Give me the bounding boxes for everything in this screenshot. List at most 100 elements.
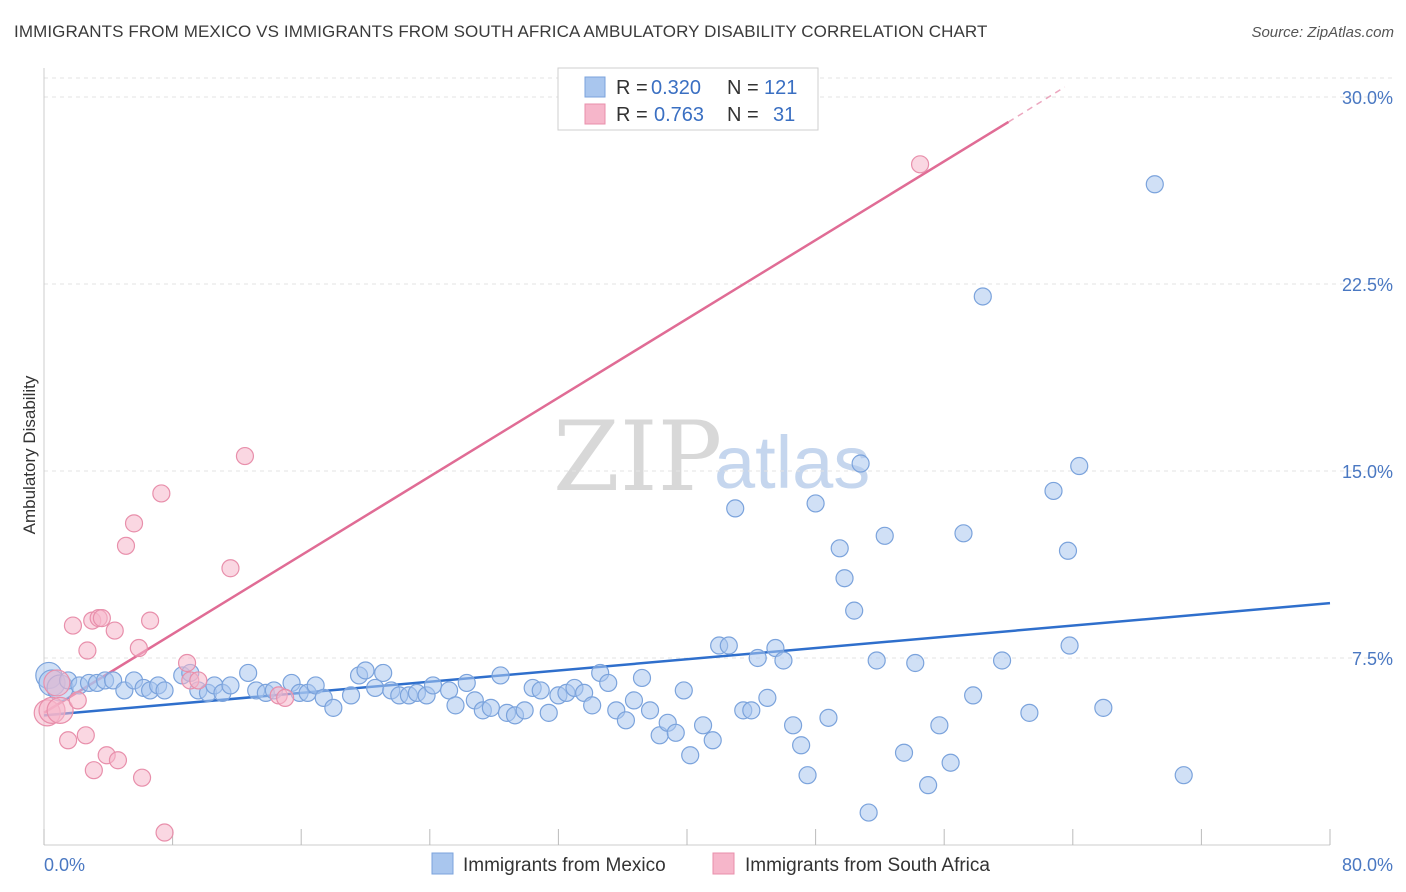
legend-swatch-mexico: [584, 76, 606, 98]
watermark-atlas: atlas: [714, 421, 870, 504]
legend-r-label-south-africa: R =: [616, 104, 648, 126]
mexico-point-55: [539, 703, 558, 722]
mexico-point-92: [851, 454, 870, 473]
mexico-point-64: [616, 711, 636, 730]
south-africa-point-10: [84, 761, 103, 780]
mexico-point-60: [583, 696, 602, 715]
mexico-point-90: [835, 569, 854, 588]
mexico-point-43: [439, 681, 459, 700]
south-africa-point-17: [124, 514, 144, 533]
mexico-point-97: [906, 653, 925, 673]
mexico-point-98: [919, 776, 938, 795]
mexico-point-111: [1145, 175, 1164, 194]
south-africa-point-21: [152, 484, 171, 503]
mexico-point-109: [1070, 456, 1089, 476]
mexico-point-66: [632, 668, 652, 688]
x-tick-labels: 0.0% 80.0%: [44, 855, 1393, 875]
gridlines: [44, 77, 1393, 659]
legend-r-value-south-africa: 0.763: [654, 104, 704, 126]
mexico-point-70: [666, 723, 685, 742]
legend-n-label-mexico: N =: [727, 77, 759, 99]
mexico-point-94: [867, 651, 886, 670]
mexico-point-44: [446, 696, 465, 715]
south-africa-point-18: [129, 638, 148, 658]
y-tick-labels: 7.5% 15.0% 22.5% 30.0%: [1342, 88, 1393, 669]
south-africa-point-25: [189, 671, 208, 690]
mexico-point-112: [1174, 766, 1193, 785]
mexico-point-14: [155, 681, 174, 700]
series-legend: Immigrants from Mexico Immigrants from S…: [431, 852, 990, 876]
bottom-legend-swatch-south-africa: [712, 852, 735, 875]
mexico-point-34: [356, 661, 375, 680]
trend-line-south-africa: [43, 120, 1010, 714]
south-africa-point-16: [116, 536, 136, 555]
correlation-legend: R = 0.320 N = 121 R = 0.763 N = 31: [557, 67, 819, 131]
y-tick-label-1: 15.0%: [1342, 462, 1393, 482]
mexico-point-54: [531, 681, 550, 700]
chart-title: IMMIGRANTS FROM MEXICO VS IMMIGRANTS FRO…: [14, 22, 988, 41]
mexico-point-21: [221, 676, 240, 695]
mexico-point-107: [1058, 541, 1078, 560]
mexico-point-49: [491, 666, 510, 685]
mexico-point-106: [1044, 481, 1063, 501]
south-africa-point-12: [92, 609, 111, 628]
south-africa-point-7: [76, 726, 95, 745]
x-tick-label-1: 80.0%: [1342, 855, 1393, 875]
south-africa-point-23: [177, 653, 197, 673]
series-south-africa-points: [33, 155, 930, 842]
mexico-point-88: [819, 708, 838, 727]
mexico-point-93: [859, 803, 878, 822]
bottom-legend-label-south-africa: Immigrants from South Africa: [745, 855, 990, 876]
mexico-point-36: [374, 663, 393, 683]
legend-swatch-south-africa: [584, 103, 606, 125]
legend-r-label-mexico: R =: [616, 77, 648, 99]
x-tick-label-0: 0.0%: [44, 855, 85, 875]
mexico-point-91: [845, 601, 864, 620]
south-africa-point-8: [78, 641, 97, 660]
south-africa-point-29: [276, 688, 295, 707]
watermark-zip: ZIP: [553, 401, 722, 513]
south-africa-point-27: [235, 446, 255, 466]
south-africa-point-6: [68, 691, 87, 710]
legend-n-label-south-africa: N =: [727, 104, 759, 126]
south-africa-point-22: [155, 823, 174, 842]
bottom-legend-swatch-mexico: [431, 852, 454, 875]
mexico-point-80: [748, 648, 767, 668]
mexico-point-42: [423, 676, 443, 695]
mexico-point-89: [830, 539, 849, 558]
axes: [43, 68, 1331, 846]
south-africa-point-15: [108, 751, 128, 770]
legend-n-value-mexico: 121: [764, 77, 797, 99]
south-africa-point-2: [43, 669, 71, 697]
mexico-point-35: [366, 678, 385, 698]
south-africa-point-14: [105, 621, 124, 640]
mexico-point-104: [992, 651, 1012, 670]
mexico-point-79: [742, 701, 761, 720]
south-africa-point-26: [221, 559, 240, 578]
y-tick-label-2: 22.5%: [1342, 275, 1393, 295]
mexico-point-77: [726, 499, 745, 518]
mexico-point-65: [624, 691, 644, 710]
mexico-point-83: [774, 651, 793, 670]
mexico-point-96: [894, 743, 914, 762]
south-africa-point-30: [910, 155, 930, 174]
mexico-point-100: [941, 753, 960, 772]
legend-n-value-south-africa: 31: [773, 104, 795, 126]
mexico-point-85: [792, 736, 811, 755]
south-africa-point-4: [59, 731, 78, 750]
mexico-point-87: [806, 494, 825, 513]
legend-r-value-mexico: 0.320: [651, 77, 701, 99]
mexico-point-76: [719, 636, 738, 655]
mexico-point-102: [964, 686, 983, 705]
source-credit: Source: ZipAtlas.com: [1251, 24, 1394, 41]
trend-line-south-africa-extension: [1008, 86, 1066, 123]
mexico-point-110: [1094, 698, 1113, 717]
mexico-point-95: [875, 526, 894, 545]
mexico-point-72: [681, 746, 700, 765]
mexico-point-31: [324, 698, 343, 717]
mexico-point-74: [703, 731, 722, 750]
mexico-point-32: [341, 686, 361, 705]
mexico-point-71: [674, 681, 693, 700]
mexico-point-81: [758, 688, 777, 707]
